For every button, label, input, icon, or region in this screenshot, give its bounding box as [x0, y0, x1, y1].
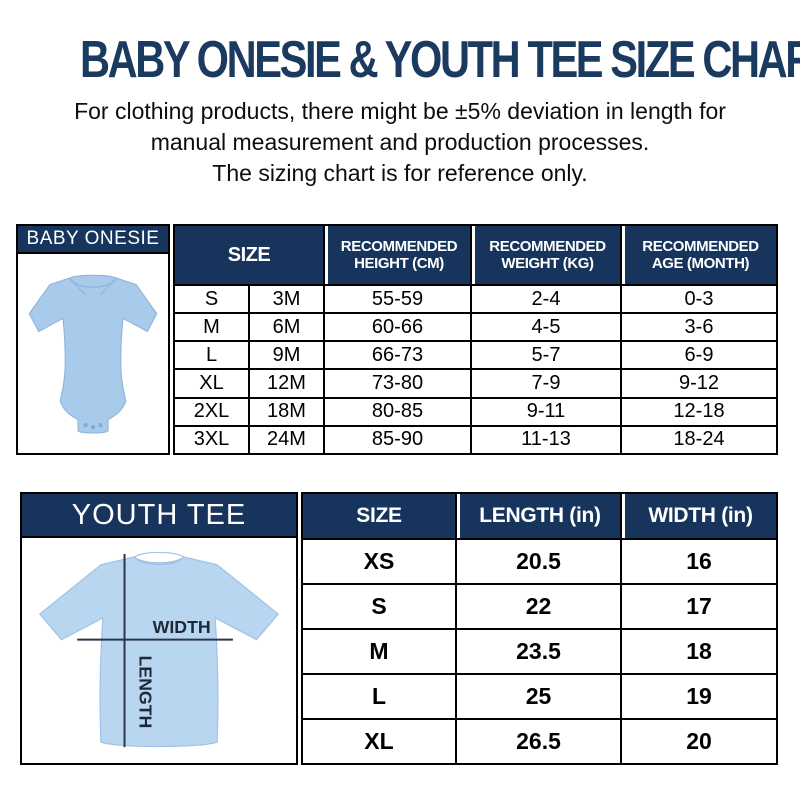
onesie-cell-tag: 9M	[250, 342, 323, 369]
baby-onesie-panel: BABY ONESIE	[16, 224, 170, 455]
onesie-cell-weight: 7-9	[472, 370, 620, 397]
disclaimer-text: For clothing products, there might be ±5…	[0, 96, 800, 189]
onesie-cell-weight: 9-11	[472, 398, 620, 425]
tee-cell-size: M	[303, 630, 455, 673]
onesie-cell-weight: 2-4	[472, 286, 620, 313]
baby-onesie-image-area	[18, 254, 168, 453]
tee-cell-length: 22	[457, 585, 620, 628]
tee-width-label: WIDTH	[153, 617, 211, 637]
onesie-cell-height: 73-80	[325, 370, 470, 397]
disclaimer-line-1: For clothing products, there might be ±5…	[74, 98, 726, 124]
onesie-header-height: RECOMMENDED HEIGHT (CM)	[325, 226, 470, 284]
youth-tee-panel-title: YOUTH TEE	[22, 494, 296, 538]
baby-onesie-image	[28, 274, 158, 434]
onesie-cell-size: M	[175, 314, 248, 341]
onesie-cell-height: 55-59	[325, 286, 470, 313]
onesie-cell-height: 80-85	[325, 398, 470, 425]
tee-cell-length: 23.5	[457, 630, 620, 673]
tee-cell-width: 20	[622, 720, 776, 763]
disclaimer-line-2: manual measurement and production proces…	[150, 129, 650, 155]
disclaimer-line-3: The sizing chart is for reference only.	[212, 160, 588, 186]
onesie-cell-age: 9-12	[622, 370, 776, 397]
tee-cell-length: 25	[457, 675, 620, 718]
tee-header-width: WIDTH (in)	[622, 494, 776, 538]
tee-cell-width: 17	[622, 585, 776, 628]
tee-cell-size: XL	[303, 720, 455, 763]
tee-cell-length: 26.5	[457, 720, 620, 763]
tee-cell-size: L	[303, 675, 455, 718]
tee-header-size: SIZE	[303, 494, 455, 538]
youth-tee-size-table: YOUTH TEE WIDTH LENGTH SIZE LENGTH (in) …	[20, 492, 778, 765]
tee-cell-size: S	[303, 585, 455, 628]
onesie-cell-age: 3-6	[622, 314, 776, 341]
baby-onesie-data-grid: SIZE RECOMMENDED HEIGHT (CM) RECOMMENDED…	[173, 224, 778, 455]
onesie-header-size: SIZE	[175, 226, 323, 284]
onesie-cell-tag: 12M	[250, 370, 323, 397]
baby-onesie-size-table: BABY ONESIE SIZE RECOMMENDED HEIGHT (CM)…	[16, 224, 778, 455]
onesie-cell-tag: 6M	[250, 314, 323, 341]
baby-onesie-panel-title: BABY ONESIE	[18, 226, 168, 254]
tee-cell-length: 20.5	[457, 540, 620, 583]
onesie-cell-size: S	[175, 286, 248, 313]
tee-header-length: LENGTH (in)	[457, 494, 620, 538]
onesie-cell-weight: 4-5	[472, 314, 620, 341]
onesie-cell-tag: 18M	[250, 398, 323, 425]
youth-tee-image-area: WIDTH LENGTH	[22, 538, 296, 763]
tee-cell-width: 18	[622, 630, 776, 673]
onesie-header-weight: RECOMMENDED WEIGHT (KG)	[472, 226, 620, 284]
onesie-header-age: RECOMMENDED AGE (MONTH)	[622, 226, 776, 284]
onesie-cell-height: 85-90	[325, 426, 470, 453]
tee-cell-width: 16	[622, 540, 776, 583]
youth-tee-data-grid: SIZE LENGTH (in) WIDTH (in) XS 20.5 16 S…	[301, 492, 778, 765]
onesie-cell-age: 12-18	[622, 398, 776, 425]
onesie-cell-tag: 3M	[250, 286, 323, 313]
onesie-cell-size: 3XL	[175, 426, 248, 453]
onesie-cell-size: 2XL	[175, 398, 248, 425]
tee-cell-width: 19	[622, 675, 776, 718]
onesie-cell-age: 6-9	[622, 342, 776, 369]
onesie-cell-size: L	[175, 342, 248, 369]
onesie-cell-tag: 24M	[250, 426, 323, 453]
onesie-cell-height: 60-66	[325, 314, 470, 341]
page-title: BABY ONESIE & YOUTH TEE SIZE CHART	[80, 31, 800, 89]
onesie-cell-height: 66-73	[325, 342, 470, 369]
youth-tee-panel: YOUTH TEE WIDTH LENGTH	[20, 492, 298, 765]
youth-tee-image: WIDTH LENGTH	[38, 551, 280, 748]
onesie-cell-age: 0-3	[622, 286, 776, 313]
tee-cell-size: XS	[303, 540, 455, 583]
onesie-cell-weight: 11-13	[472, 426, 620, 453]
onesie-cell-age: 18-24	[622, 426, 776, 453]
tee-length-label: LENGTH	[135, 655, 155, 728]
onesie-cell-size: XL	[175, 370, 248, 397]
onesie-cell-weight: 5-7	[472, 342, 620, 369]
